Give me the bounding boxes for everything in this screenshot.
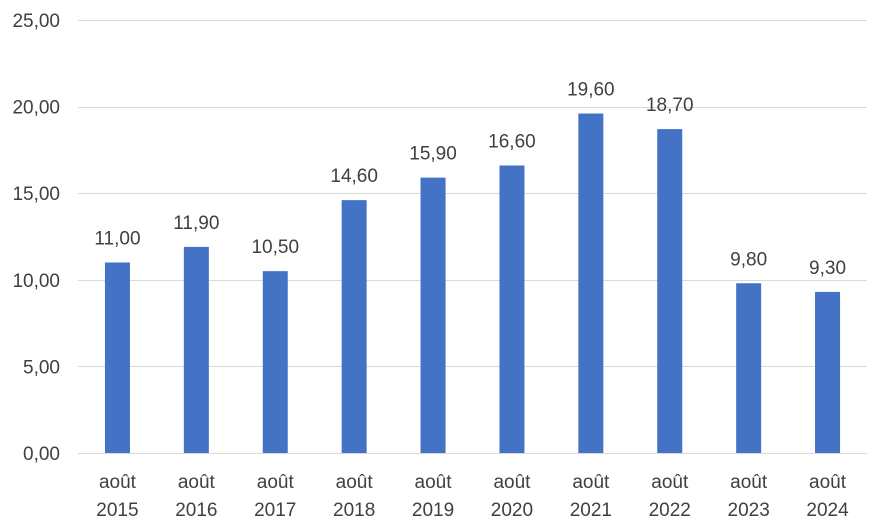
data-labels: 11,00 11,90 10,50 14,60 15,90 16,60 19,60 18,70… [94,80,846,279]
data-label: 11,90 [173,213,219,234]
y-tick-label: 5,00 [23,357,60,378]
x-category-label: 2020 [491,500,533,521]
data-label: 11,00 [94,228,140,249]
data-label: 19,60 [567,80,615,101]
x-category-label: août [415,472,453,493]
x-category-label: août [257,472,295,493]
data-label: 10,50 [251,237,299,258]
x-category-label: 2023 [728,500,770,521]
x-category-label: août [493,472,531,493]
x-category-label: août [651,472,689,493]
bar [736,283,762,453]
bars [104,113,841,453]
data-label: 14,60 [330,166,378,187]
data-label: 9,30 [809,258,846,279]
y-tick-label: 15,00 [12,184,60,205]
bar [499,165,525,453]
y-tick-label: 10,00 [12,271,60,292]
x-category-label: 2021 [570,500,612,521]
x-category-label: août [178,472,216,493]
y-tick-label: 25,00 [12,11,60,32]
x-category-label: août [572,472,610,493]
x-category-label: 2017 [254,500,296,521]
x-category-label: 2015 [96,500,138,521]
data-label: 15,90 [409,144,457,165]
data-label: 18,70 [646,95,694,116]
bar [815,291,841,453]
x-category-label: 2024 [806,500,849,521]
gridlines [78,20,867,454]
x-axis-category-labels: août 2015 août 2016 août 2017 août 2018 août 2019… [96,472,849,521]
x-category-label: août [99,472,137,493]
bar [262,271,288,453]
x-category-label: août [809,472,847,493]
bar [657,129,683,453]
bar [341,200,367,453]
y-tick-label: 20,00 [12,98,60,119]
x-category-label: 2019 [412,500,454,521]
x-category-label: août [730,472,768,493]
x-category-label: 2018 [333,500,375,521]
bar [578,113,604,453]
x-category-label: 2016 [175,500,217,521]
data-label: 9,80 [730,249,767,270]
bar [420,177,446,453]
x-category-label: 2022 [649,500,691,521]
x-category-label: août [336,472,374,493]
bar [183,246,209,453]
y-axis-tick-labels: 0,00 5,00 10,00 15,00 20,00 25,00 [12,11,60,465]
y-tick-label: 0,00 [23,444,60,465]
data-label: 16,60 [488,131,536,152]
bar [104,262,130,453]
